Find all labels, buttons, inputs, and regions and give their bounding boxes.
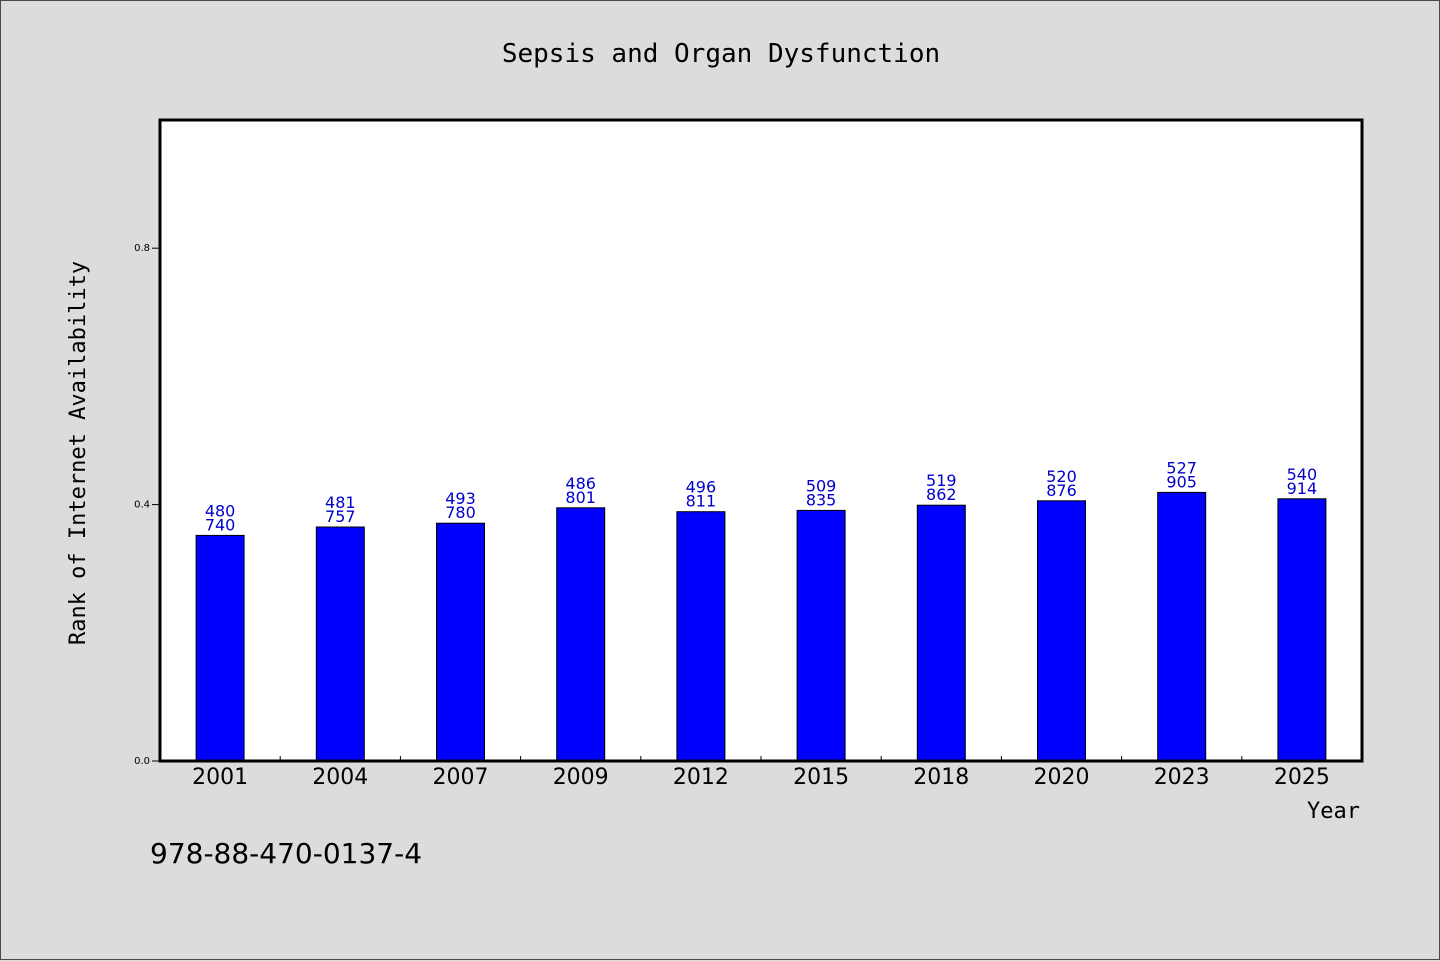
x-tick-label-2007: 2007 xyxy=(433,765,489,790)
data-label-bottom-2025: 914 xyxy=(1287,479,1318,498)
bar-2018 xyxy=(916,504,966,762)
bar-2004 xyxy=(315,526,365,762)
data-label-bottom-2001: 740 xyxy=(205,515,236,534)
bar-2007 xyxy=(436,522,485,762)
data-label-top-2001: 480 xyxy=(205,501,236,520)
y-axis-label: Rank of Internet Availability xyxy=(66,261,91,645)
y-axis-ticks: 0.0 0.4 0.8 xyxy=(134,243,160,767)
bar-2020 xyxy=(1037,500,1086,762)
data-label-bottom-2023: 905 xyxy=(1166,472,1197,491)
data-labels-group: 4807404817574937804868014968115098355198… xyxy=(205,458,1317,534)
x-tick-label-2009: 2009 xyxy=(553,765,609,790)
data-label-top-2004: 481 xyxy=(325,493,356,512)
bar-2015 xyxy=(796,509,846,762)
bars-group xyxy=(195,491,1327,762)
data-label-top-2020: 520 xyxy=(1046,467,1077,486)
data-label-bottom-2015: 835 xyxy=(806,490,837,509)
bar-2012 xyxy=(676,511,726,762)
data-label-top-2012: 496 xyxy=(686,478,717,497)
x-tick-label-2018: 2018 xyxy=(913,765,969,790)
data-label-bottom-2009: 801 xyxy=(565,488,596,507)
x-tick-label-2025: 2025 xyxy=(1274,765,1330,790)
data-label-bottom-2012: 811 xyxy=(686,492,717,511)
data-label-bottom-2007: 780 xyxy=(445,503,476,522)
y-tick-label-0.4: 0.4 xyxy=(134,500,150,511)
bar-2001 xyxy=(195,534,245,762)
data-label-top-2025: 540 xyxy=(1287,465,1318,484)
bar-2009 xyxy=(556,507,606,762)
data-label-bottom-2004: 757 xyxy=(325,507,356,526)
data-label-top-2018: 519 xyxy=(926,471,957,490)
x-tick-label-2004: 2004 xyxy=(312,765,368,790)
bar-2025 xyxy=(1277,498,1327,762)
data-label-bottom-2018: 862 xyxy=(926,485,957,504)
x-tick-label-2012: 2012 xyxy=(673,765,729,790)
data-label-top-2023: 527 xyxy=(1166,458,1197,477)
data-label-bottom-2020: 876 xyxy=(1046,481,1077,500)
bar-2023 xyxy=(1157,491,1207,762)
x-tick-label-2001: 2001 xyxy=(192,765,248,790)
y-tick-label-0.8: 0.8 xyxy=(134,243,150,254)
data-label-top-2015: 509 xyxy=(806,476,837,495)
x-axis-ticks: 2001 2004 2007 2009 2012 2015 2018 2020 2023 2025 xyxy=(192,756,1330,790)
data-label-top-2009: 486 xyxy=(565,474,596,493)
data-label-top-2007: 493 xyxy=(445,489,476,508)
x-tick-label-2023: 2023 xyxy=(1154,765,1210,790)
x-tick-label-2020: 2020 xyxy=(1034,765,1090,790)
x-tick-label-2015: 2015 xyxy=(793,765,849,790)
chart-title: Sepsis and Organ Dysfunction xyxy=(502,39,940,69)
x-axis-label: Year xyxy=(1307,799,1360,824)
y-tick-label-0.0: 0.0 xyxy=(134,756,150,767)
isbn-text: 978-88-470-0137-4 xyxy=(150,837,422,870)
plot-area: 4807404817574937804868014968115098355198… xyxy=(134,118,1364,790)
